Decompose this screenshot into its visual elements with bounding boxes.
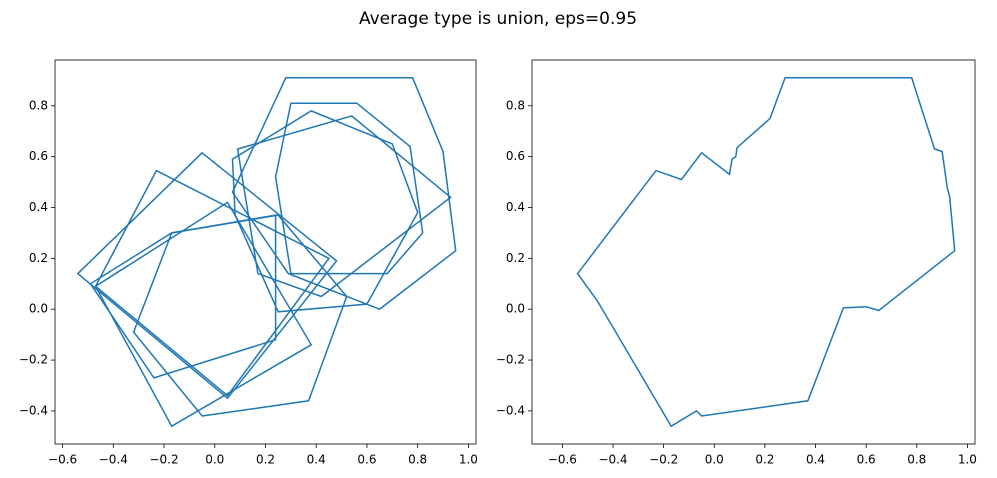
y-tick-label: −0.2 <box>496 353 525 367</box>
x-tick-label: −0.4 <box>598 453 627 467</box>
y-tick-label: 0.4 <box>29 200 48 214</box>
polygon-line <box>236 115 452 298</box>
polygon-line <box>94 169 331 397</box>
x-tick-label: 0.0 <box>205 453 224 467</box>
y-tick-label: 0.0 <box>506 302 525 316</box>
y-tick-label: 0.8 <box>29 98 48 112</box>
x-tick-label: 0.6 <box>857 453 876 467</box>
axes-frame <box>531 59 976 445</box>
y-tick-label: 0.8 <box>506 98 525 112</box>
polygon-line <box>132 214 348 417</box>
x-tick-label: 0.8 <box>408 453 427 467</box>
polygon-line <box>231 110 419 313</box>
x-tick-label: 1.0 <box>958 453 977 467</box>
x-tick-label: −0.6 <box>48 453 77 467</box>
x-tick-label: 0.6 <box>357 453 376 467</box>
x-tick-label: 0.4 <box>806 453 825 467</box>
y-tick-label: −0.4 <box>496 403 525 417</box>
x-tick-label: −0.2 <box>649 453 678 467</box>
x-tick-label: 1.0 <box>459 453 478 467</box>
y-tick-label: 0.4 <box>506 200 525 214</box>
polygon-line <box>274 102 424 275</box>
x-tick-label: 0.2 <box>256 453 275 467</box>
polygon-line <box>576 77 956 428</box>
x-tick-label: −0.6 <box>548 453 577 467</box>
y-tick-label: 0.6 <box>29 149 48 163</box>
y-tick-label: 0.2 <box>29 251 48 265</box>
y-tick-label: −0.4 <box>19 403 48 417</box>
polygon-line <box>231 77 457 311</box>
y-tick-label: 0.0 <box>29 302 48 316</box>
axes-frame <box>54 59 477 445</box>
polygon-line <box>94 201 313 428</box>
x-tick-label: 0.0 <box>705 453 724 467</box>
x-tick-label: −0.4 <box>99 453 128 467</box>
x-tick-label: −0.2 <box>149 453 178 467</box>
x-tick-label: 0.2 <box>755 453 774 467</box>
polygon-line <box>76 151 338 400</box>
y-tick-label: 0.6 <box>506 149 525 163</box>
y-tick-label: 0.2 <box>506 251 525 265</box>
x-tick-label: 0.4 <box>307 453 326 467</box>
polygon-line <box>89 214 277 379</box>
x-tick-label: 0.8 <box>907 453 926 467</box>
y-tick-label: −0.2 <box>19 353 48 367</box>
figure-title: Average type is union, eps=0.95 <box>359 9 637 29</box>
